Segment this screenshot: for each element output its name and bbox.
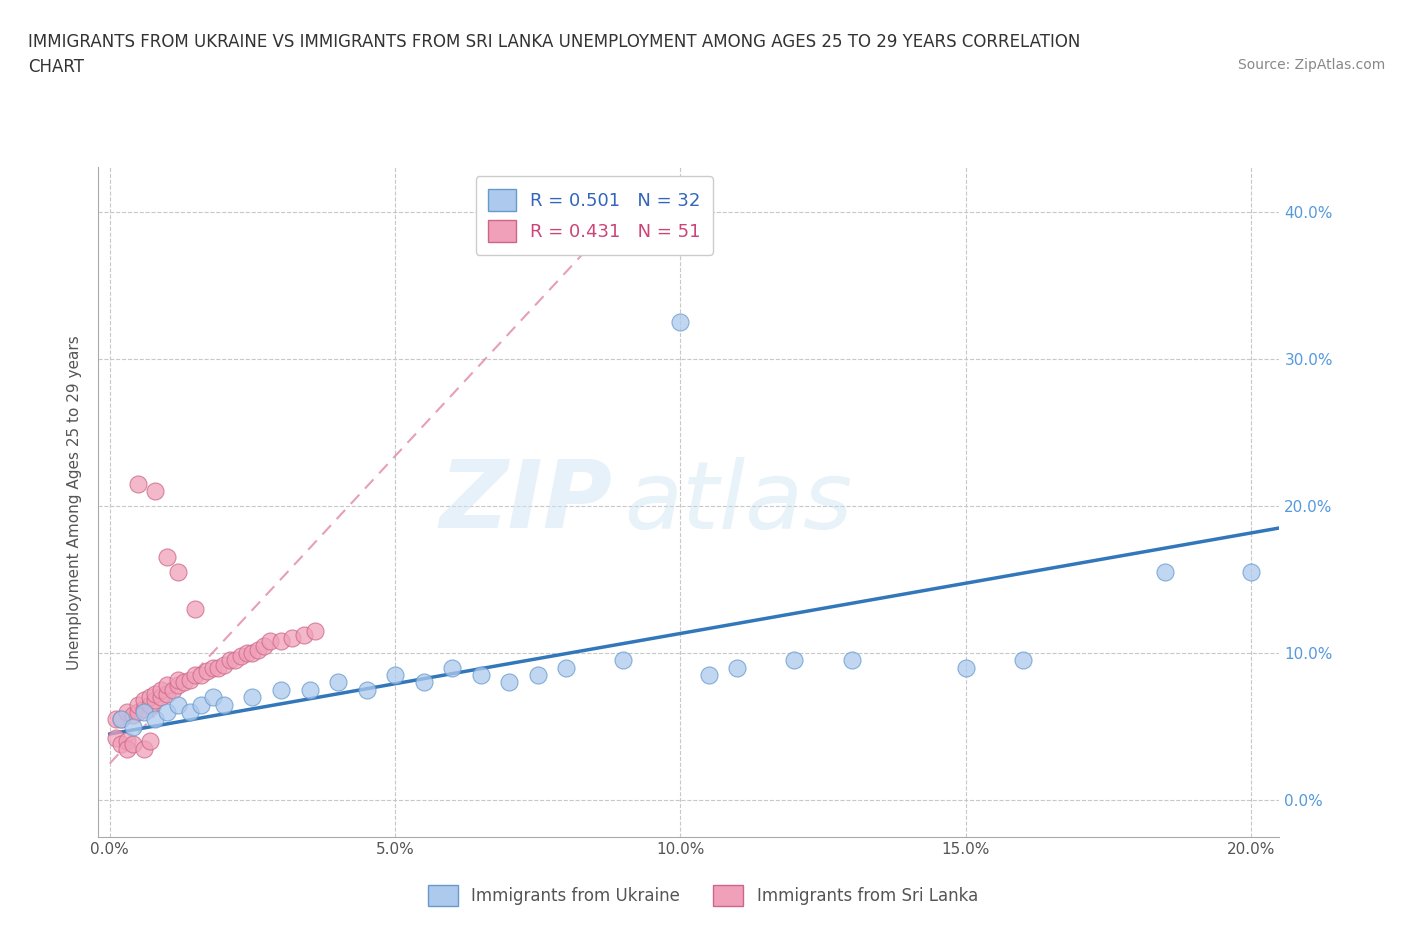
Point — [412, 675, 434, 690]
Point — [841, 653, 863, 668]
Point — [121, 719, 143, 734]
Point — [156, 550, 179, 565]
Point — [179, 672, 201, 687]
Point — [253, 638, 276, 653]
Point — [150, 690, 173, 705]
Point — [184, 668, 207, 683]
Point — [110, 711, 132, 726]
Point — [247, 643, 270, 658]
Point — [150, 683, 173, 698]
Point — [121, 708, 143, 723]
Text: atlas: atlas — [624, 457, 852, 548]
Point — [184, 602, 207, 617]
Point — [526, 668, 548, 683]
Point — [384, 668, 406, 683]
Point — [104, 731, 127, 746]
Point — [669, 314, 692, 329]
Point — [173, 675, 195, 690]
Point — [132, 704, 155, 719]
Point — [326, 675, 349, 690]
Point — [236, 645, 259, 660]
Point — [104, 711, 127, 726]
Point — [145, 687, 167, 702]
Point — [139, 734, 162, 749]
Point — [139, 698, 162, 712]
Point — [145, 484, 167, 498]
Point — [132, 741, 155, 756]
Point — [292, 628, 315, 643]
Point — [270, 634, 292, 649]
Legend: R = 0.501   N = 32, R = 0.431   N = 51: R = 0.501 N = 32, R = 0.431 N = 51 — [475, 177, 713, 255]
Point — [224, 653, 246, 668]
Point — [190, 698, 212, 712]
Point — [955, 660, 977, 675]
Point — [115, 734, 138, 749]
Point — [281, 631, 304, 645]
Point — [218, 653, 240, 668]
Text: CHART: CHART — [28, 58, 84, 75]
Y-axis label: Unemployment Among Ages 25 to 29 years: Unemployment Among Ages 25 to 29 years — [67, 335, 83, 670]
Point — [259, 634, 281, 649]
Point — [167, 565, 190, 579]
Text: IMMIGRANTS FROM UKRAINE VS IMMIGRANTS FROM SRI LANKA UNEMPLOYMENT AMONG AGES 25 : IMMIGRANTS FROM UKRAINE VS IMMIGRANTS FR… — [28, 33, 1080, 50]
Point — [270, 683, 292, 698]
Point — [555, 660, 578, 675]
Point — [612, 653, 634, 668]
Point — [195, 663, 218, 678]
Point — [156, 678, 179, 693]
Point — [139, 690, 162, 705]
Point — [298, 683, 321, 698]
Point — [115, 741, 138, 756]
Point — [201, 690, 224, 705]
Point — [356, 683, 378, 698]
Point — [201, 660, 224, 675]
Point — [145, 693, 167, 708]
Point — [145, 711, 167, 726]
Point — [783, 653, 806, 668]
Point — [1011, 653, 1033, 668]
Point — [242, 690, 264, 705]
Text: ZIP: ZIP — [439, 457, 612, 548]
Point — [167, 698, 190, 712]
Point — [725, 660, 748, 675]
Point — [179, 704, 201, 719]
Point — [212, 658, 235, 672]
Point — [127, 704, 149, 719]
Point — [110, 711, 132, 726]
Point — [110, 737, 132, 751]
Point — [304, 623, 326, 638]
Point — [127, 698, 149, 712]
Point — [167, 672, 190, 687]
Point — [132, 693, 155, 708]
Point — [207, 660, 229, 675]
Point — [190, 668, 212, 683]
Point — [1154, 565, 1177, 579]
Point — [212, 698, 235, 712]
Point — [156, 687, 179, 702]
Point — [242, 645, 264, 660]
Legend: Immigrants from Ukraine, Immigrants from Sri Lanka: Immigrants from Ukraine, Immigrants from… — [422, 879, 984, 912]
Point — [167, 678, 190, 693]
Point — [229, 648, 252, 663]
Point — [498, 675, 520, 690]
Text: Source: ZipAtlas.com: Source: ZipAtlas.com — [1237, 58, 1385, 72]
Point — [470, 668, 492, 683]
Point — [115, 704, 138, 719]
Point — [132, 701, 155, 716]
Point — [162, 683, 184, 698]
Point — [1240, 565, 1263, 579]
Point — [697, 668, 720, 683]
Point — [441, 660, 464, 675]
Point — [127, 476, 149, 491]
Point — [121, 737, 143, 751]
Point — [156, 704, 179, 719]
